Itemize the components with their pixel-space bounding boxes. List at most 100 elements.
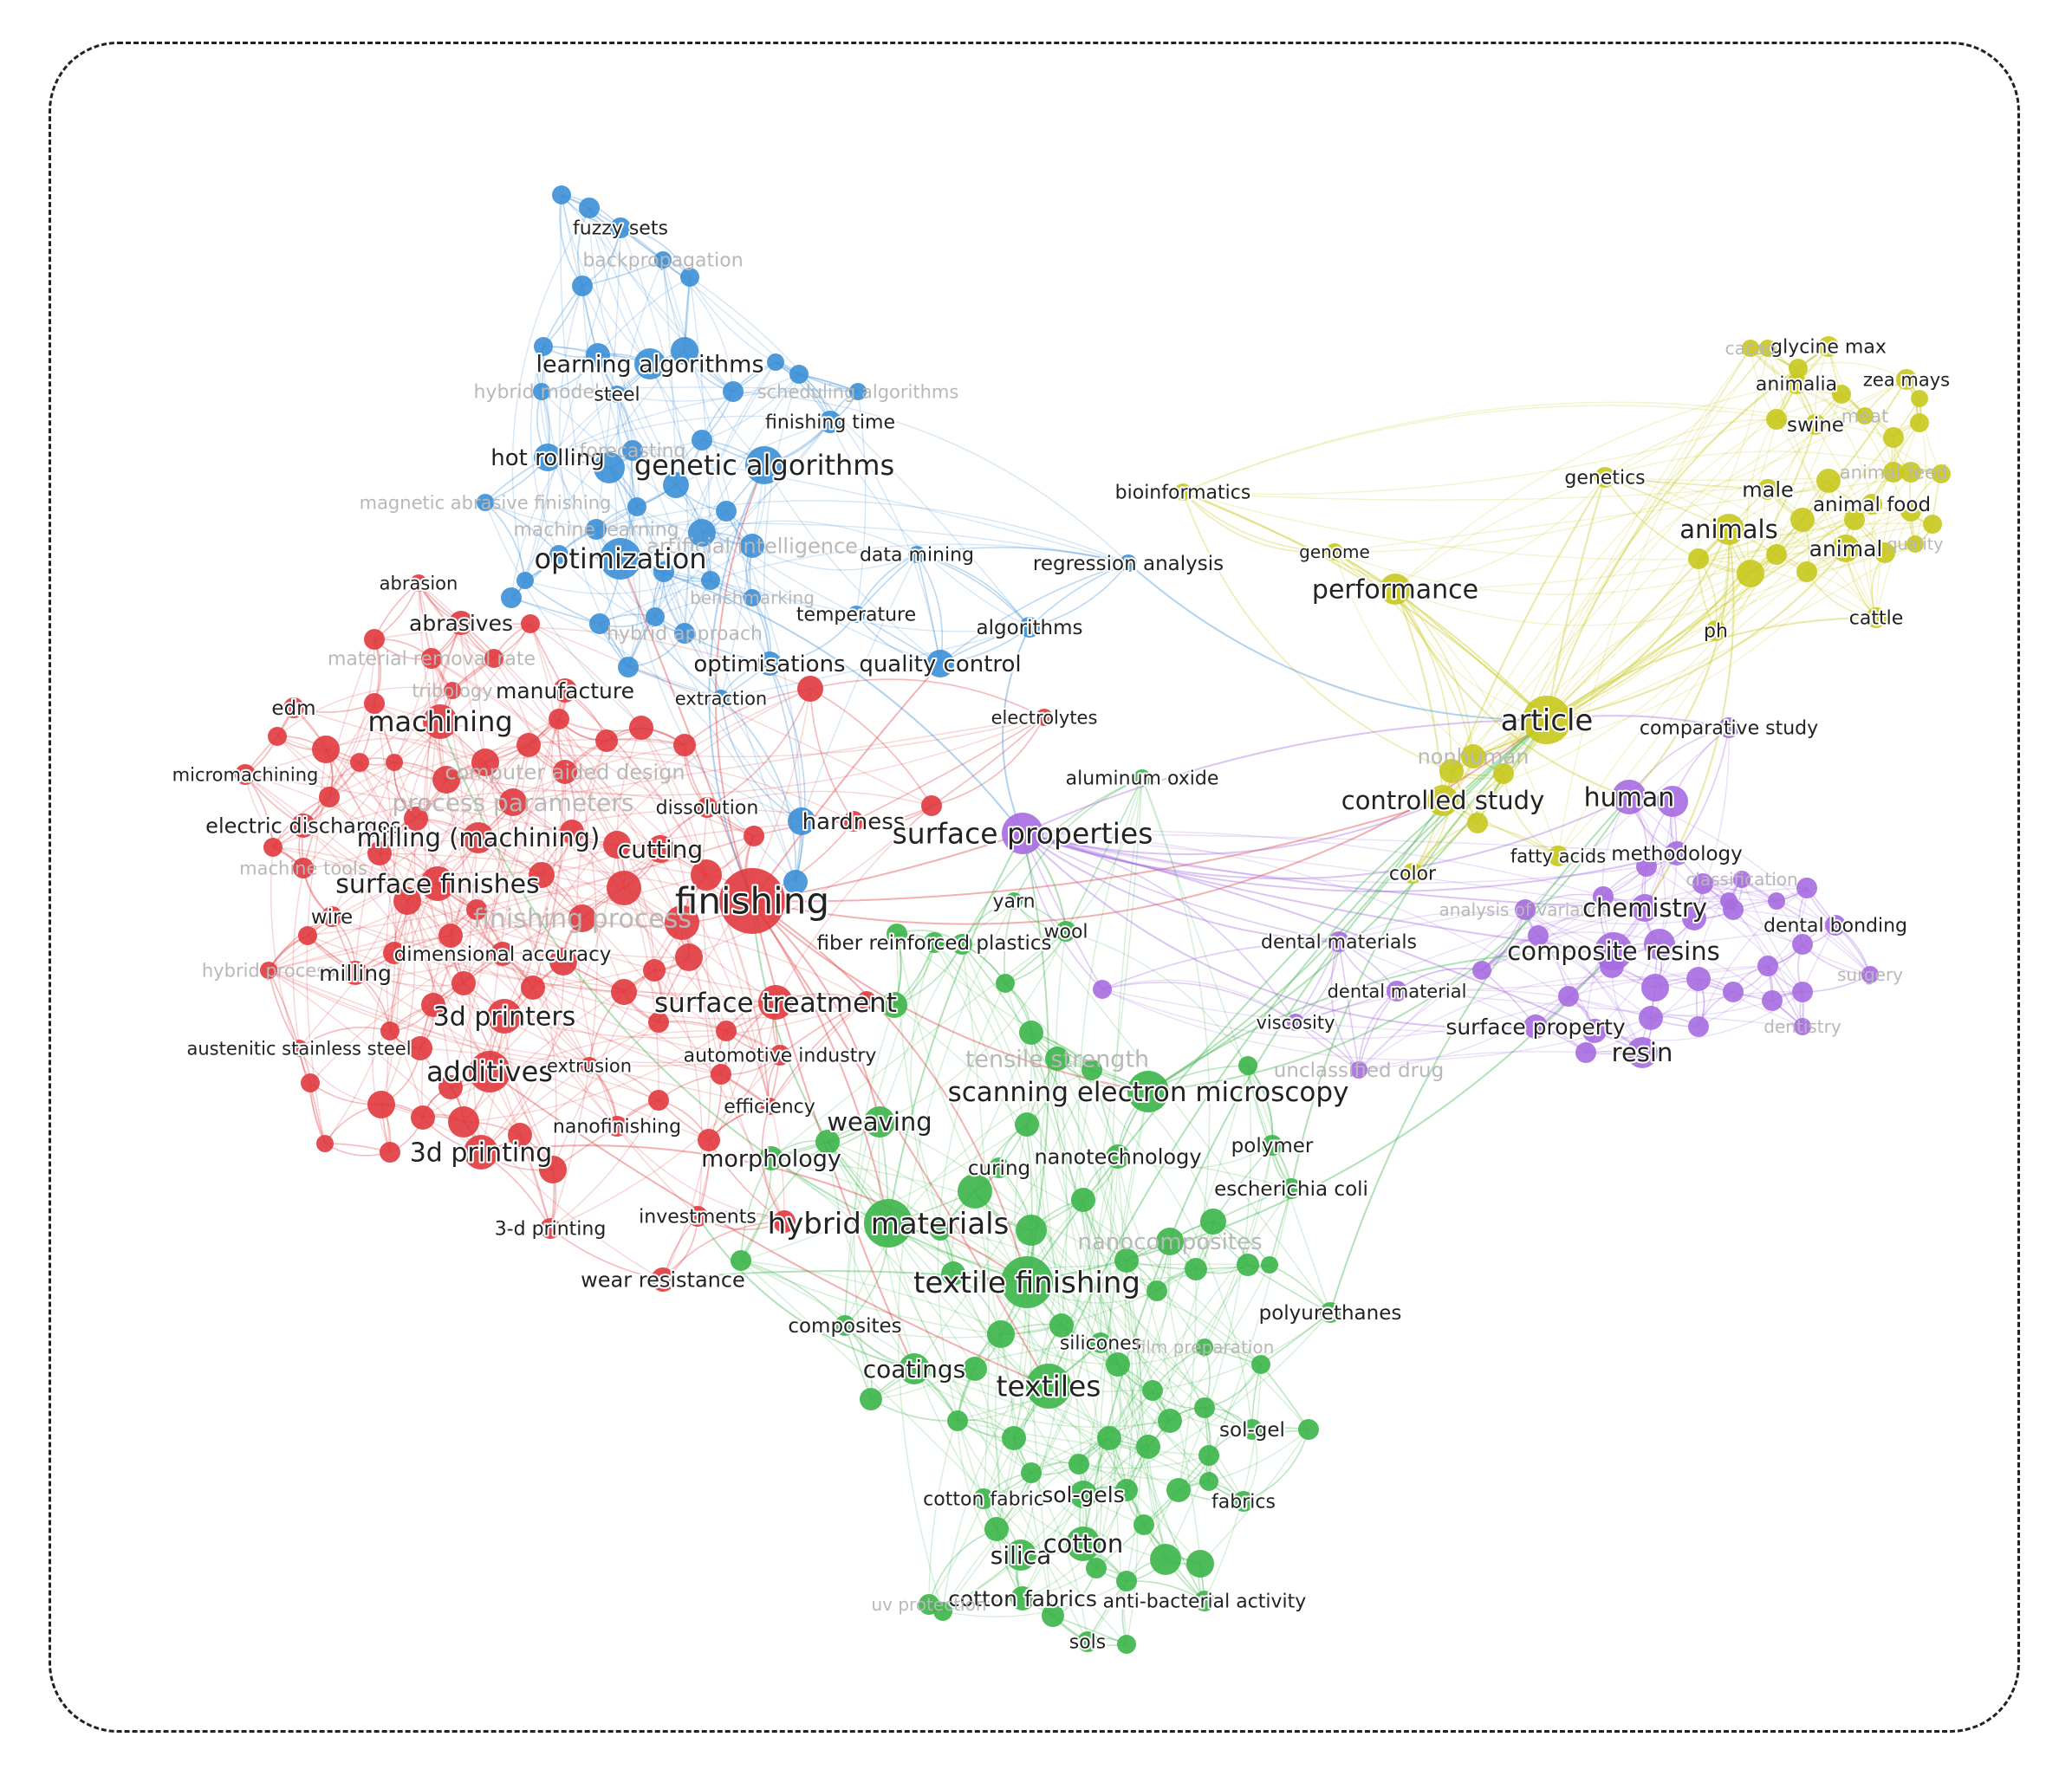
node-10[interactable] — [477, 494, 494, 511]
node-147[interactable] — [549, 545, 568, 564]
node-281[interactable] — [1688, 548, 1709, 569]
node-222[interactable] — [815, 1130, 840, 1154]
node-263[interactable] — [1086, 1558, 1107, 1578]
node-25[interactable] — [421, 648, 442, 669]
node-299[interactable] — [1792, 934, 1813, 955]
node-180[interactable] — [603, 831, 631, 859]
node-103[interactable] — [1045, 1047, 1069, 1071]
node-131[interactable] — [579, 198, 600, 218]
node-90[interactable] — [1825, 915, 1846, 936]
node-174[interactable] — [393, 887, 421, 915]
node-194[interactable] — [367, 1091, 395, 1118]
node-9[interactable] — [745, 446, 783, 484]
node-251[interactable] — [1133, 1514, 1154, 1535]
node-101[interactable] — [1055, 921, 1076, 942]
node-253[interactable] — [1186, 1550, 1214, 1578]
node-56[interactable] — [540, 1218, 561, 1239]
node-98[interactable] — [1794, 1018, 1811, 1035]
node-208[interactable] — [744, 826, 764, 846]
node-12[interactable] — [740, 534, 764, 558]
node-24[interactable] — [449, 611, 473, 635]
node-268[interactable] — [1910, 413, 1929, 432]
node-293[interactable] — [1600, 954, 1624, 978]
node-124[interactable] — [1005, 1539, 1036, 1571]
node-30[interactable] — [1036, 709, 1053, 726]
node-115[interactable] — [835, 1315, 855, 1336]
node-280[interactable] — [1766, 409, 1787, 430]
node-38[interactable] — [843, 811, 864, 832]
node-264[interactable] — [1759, 340, 1776, 357]
node-201[interactable] — [648, 1012, 669, 1033]
node-311[interactable] — [1768, 892, 1785, 910]
node-206[interactable] — [797, 676, 823, 702]
node-74[interactable] — [1906, 535, 1924, 553]
node-126[interactable] — [1010, 1586, 1035, 1611]
node-279[interactable] — [1923, 515, 1942, 534]
node-166[interactable] — [595, 729, 618, 752]
node-255[interactable] — [1117, 1635, 1136, 1654]
node-169[interactable] — [268, 727, 287, 746]
node-50[interactable] — [770, 1045, 790, 1066]
node-37[interactable] — [646, 835, 674, 863]
node-233[interactable] — [1049, 1313, 1074, 1338]
node-33[interactable] — [499, 788, 527, 816]
node-155[interactable] — [783, 870, 808, 894]
node-55[interactable] — [464, 1135, 498, 1170]
node-289[interactable] — [1593, 886, 1614, 907]
node-123[interactable] — [1069, 1481, 1097, 1508]
node-172[interactable] — [404, 807, 428, 831]
node-199[interactable] — [316, 1135, 334, 1152]
node-136[interactable] — [671, 337, 698, 365]
node-127[interactable] — [1194, 1591, 1215, 1611]
node-216[interactable] — [996, 974, 1015, 993]
node-75[interactable] — [1866, 607, 1887, 628]
node-46[interactable] — [343, 961, 367, 985]
node-259[interactable] — [1199, 1472, 1218, 1491]
node-235[interactable] — [963, 1357, 987, 1381]
node-209[interactable] — [857, 991, 876, 1010]
node-215[interactable] — [952, 934, 972, 955]
node-64[interactable] — [1742, 340, 1759, 357]
node-7[interactable] — [534, 444, 562, 471]
node-269[interactable] — [1900, 462, 1921, 483]
node-79[interactable] — [1427, 785, 1458, 816]
node-205[interactable] — [648, 1090, 669, 1111]
node-133[interactable] — [572, 275, 593, 296]
node-168[interactable] — [673, 734, 696, 756]
node-13[interactable] — [600, 538, 641, 580]
node-219[interactable] — [1081, 1060, 1102, 1080]
node-89[interactable] — [1631, 894, 1659, 922]
node-162[interactable] — [386, 754, 403, 771]
node-76[interactable] — [1705, 620, 1726, 641]
node-118[interactable] — [899, 1353, 930, 1384]
node-247[interactable] — [1166, 1478, 1191, 1502]
node-83[interactable] — [1612, 780, 1647, 814]
node-77[interactable] — [1523, 696, 1571, 744]
node-204[interactable] — [698, 1129, 720, 1151]
node-193[interactable] — [438, 1075, 463, 1099]
node-27[interactable] — [553, 678, 577, 703]
node-1[interactable] — [654, 251, 672, 269]
node-23[interactable] — [410, 574, 427, 592]
node-17[interactable] — [848, 606, 865, 623]
node-125[interactable] — [1066, 1526, 1101, 1561]
node-186[interactable] — [611, 979, 637, 1005]
node-137[interactable] — [767, 353, 784, 371]
node-236[interactable] — [860, 1388, 882, 1410]
node-226[interactable] — [1071, 1188, 1095, 1212]
node-78[interactable] — [1461, 744, 1485, 768]
node-296[interactable] — [1723, 982, 1744, 1002]
node-175[interactable] — [438, 924, 463, 948]
node-43[interactable] — [568, 904, 596, 932]
node-26[interactable] — [444, 682, 461, 699]
node-114[interactable] — [1320, 1302, 1341, 1323]
node-276[interactable] — [1796, 561, 1817, 582]
node-71[interactable] — [1861, 494, 1882, 515]
node-254[interactable] — [1042, 1604, 1064, 1627]
node-177[interactable] — [466, 899, 487, 920]
node-58[interactable] — [651, 1267, 675, 1292]
node-42[interactable] — [322, 906, 342, 927]
node-273[interactable] — [1790, 508, 1815, 532]
node-40[interactable] — [420, 866, 455, 901]
node-164[interactable] — [516, 733, 541, 757]
